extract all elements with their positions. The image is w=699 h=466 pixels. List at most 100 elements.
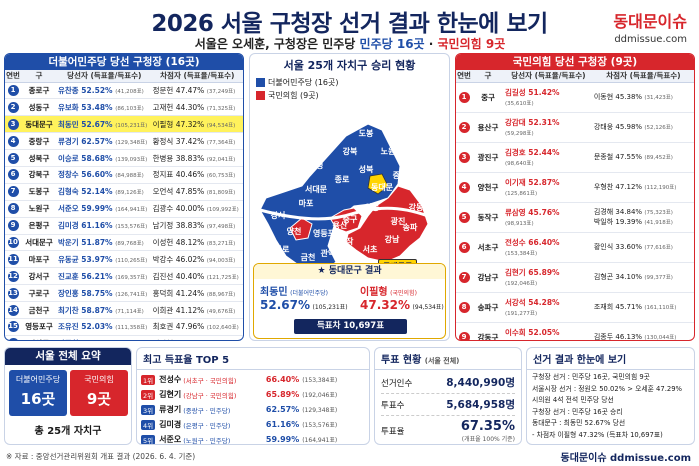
winner-votes: (169,357표) bbox=[115, 274, 148, 281]
ppp-region-west bbox=[289, 217, 313, 241]
ddm-runner-pct: 47.32% bbox=[360, 298, 410, 312]
runner-text: 황인식 33.60% bbox=[593, 243, 643, 251]
top5-name: 류경기 bbox=[159, 405, 182, 414]
row-gu: 동작구 bbox=[472, 202, 504, 233]
runner-votes: (121,725표) bbox=[206, 274, 239, 281]
turnout-value-wrap: 67.35% (개표율 100% 기준) bbox=[461, 419, 515, 444]
row-runner: 한병용 38.83% (92,041표) bbox=[151, 149, 243, 167]
dem-table-body: 1 종로구 유찬종 52.52% (41,208표) 정문헌 47.47% (37,2… bbox=[5, 82, 243, 340]
ddm-runner: 이필형 (국민의힘) 47.32% (94,534표) bbox=[360, 283, 445, 312]
row-number-badge: 8 bbox=[7, 203, 19, 215]
row-runner: 홍덕희 41.24% (88,967표) bbox=[151, 284, 243, 303]
glance-list: 구청장 선거 : 민주당 16곳, 국민의힘 9곳 서울시장 선거 : 정원오 5… bbox=[527, 370, 694, 444]
dem-panel: 더불어민주당 당선 구청장 (16곳) 연번 구 당선자 (득표율/득표수) 차… bbox=[4, 53, 244, 341]
row-gu: 성북구 bbox=[21, 149, 57, 167]
col-runner: 차점자 (득표율/득표수) bbox=[592, 70, 694, 83]
turnout-row: 투표수 5,684,958명 bbox=[381, 394, 515, 416]
col-gu: 구 bbox=[21, 70, 57, 83]
table-row: 5 동작구 류삼영 45.76% (98,913표) 김경해 34.84% (75,32… bbox=[456, 202, 694, 233]
row-number-badge: 3 bbox=[458, 151, 470, 163]
runner-text: 이남형 36.50% bbox=[153, 339, 205, 340]
row-gu: 금천구 bbox=[21, 301, 57, 319]
row-gu: 용산구 bbox=[472, 112, 504, 143]
runner-text: 홍덕희 41.24% bbox=[152, 288, 205, 298]
subtitle-dem: 민주당 16곳 bbox=[359, 37, 425, 51]
runner-votes: (52,126표) bbox=[644, 125, 673, 131]
map-label-ppp: 중구 bbox=[343, 215, 358, 224]
winner-text: 유동균 53.97% bbox=[58, 254, 113, 264]
runner-votes: (161,110표) bbox=[644, 305, 677, 311]
row-gu: 종로구 bbox=[21, 82, 57, 100]
legend-dem-swatch bbox=[256, 78, 265, 87]
winner-votes: (153,384표) bbox=[505, 251, 538, 257]
row-runner: 황인식 33.60% (77,616표) bbox=[592, 232, 694, 263]
runner-text: 우형찬 47.12% bbox=[593, 183, 643, 191]
map-label-dem: 강북 bbox=[343, 146, 358, 156]
glance-item: 동대문구 : 최동민 52.67% 당선 bbox=[532, 419, 626, 428]
row-number-badge: 5 bbox=[458, 211, 470, 223]
top5-pct: 62.57% bbox=[265, 405, 300, 414]
row-runner: 이남형 36.50% (94,791표) bbox=[151, 335, 243, 340]
table-row: 9 은평구 김미경 61.16% (153,576표) 남기정 38.83% (97,… bbox=[5, 217, 243, 235]
ddm-winner-name: 최동민 bbox=[260, 287, 288, 298]
glance-item: 서울시장 선거 : 정원오 50.02% > 오세훈 47.29% bbox=[532, 384, 682, 393]
runner-text: 이동현 45.38% bbox=[593, 93, 643, 101]
runner-votes: (71,325표) bbox=[206, 105, 236, 112]
table-row: 6 서초구 전성수 66.40% (153,384표) 황인식 33.60% (77,6… bbox=[456, 232, 694, 263]
map-label-dem: 금천 bbox=[301, 252, 316, 262]
top5-name: 김현기 bbox=[159, 390, 182, 399]
runner-text: 한병용 38.83% bbox=[152, 153, 205, 163]
runner-votes: (75,323표) bbox=[644, 210, 673, 216]
row-winner: 이승로 58.68% (139,093표) bbox=[57, 149, 152, 167]
map-label-ppp: 강동 bbox=[409, 202, 424, 212]
table-row: 1 중구 김길성 51.42% (35,610표) 이동현 45.38% (31,423… bbox=[456, 82, 694, 113]
row-runner: 남기정 38.83% (97,498표) bbox=[151, 217, 243, 235]
row-number-badge: 2 bbox=[7, 101, 19, 113]
row-gu: 노원구 bbox=[21, 200, 57, 218]
top5-rank: 3위 bbox=[141, 404, 156, 415]
row-gu: 도봉구 bbox=[21, 183, 57, 201]
map-label-dem: 종로 bbox=[335, 175, 350, 184]
map-label-dem: 노원 bbox=[381, 146, 396, 156]
winner-votes: (98,913표) bbox=[505, 221, 534, 227]
winner-text: 장인홍 58.75% bbox=[58, 288, 113, 298]
winner-text: 서준오 59.99% bbox=[58, 204, 113, 214]
winner-votes: (84,988표) bbox=[115, 173, 144, 180]
row-number-badge: 11 bbox=[7, 253, 19, 265]
table-row: 5 성북구 이승로 58.68% (139,093표) 한병용 38.83% (92,… bbox=[5, 149, 243, 167]
row-gu: 서초구 bbox=[472, 232, 504, 263]
top5-rank: 5위 bbox=[141, 434, 156, 445]
row-number: 6 bbox=[5, 166, 21, 184]
row-number: 7 bbox=[456, 262, 472, 293]
winner-votes: (153,576표) bbox=[115, 224, 148, 231]
top5-name: 전성수 bbox=[159, 375, 182, 384]
turnout-panel: 투표 현황 (서울 전체) 선거인수 8,440,990명 투표수 5,684,958… bbox=[374, 347, 522, 445]
top5-votes: (192,046표) bbox=[302, 392, 338, 399]
row-number: 2 bbox=[5, 98, 21, 117]
winner-votes: (192,046표) bbox=[505, 281, 538, 287]
row-winner: 유찬종 52.52% (41,208표) bbox=[57, 82, 152, 100]
table-row: 4 양천구 이기재 52.87% (125,861표) 우형찬 47.12% (112,… bbox=[456, 172, 694, 203]
row-winner: 전성수 66.40% (153,384표) bbox=[504, 232, 593, 263]
row-number: 8 bbox=[5, 200, 21, 218]
row-gu: 서대문구 bbox=[21, 234, 57, 252]
turnout-list: 선거인수 8,440,990명 투표수 5,684,958명 투표율 67.35% (개표율… bbox=[375, 370, 521, 444]
ddm-runner-name: 이필형 bbox=[360, 287, 388, 298]
row-winner: 유보화 53.48% (86,103표) bbox=[57, 98, 152, 117]
map-label-dem: 중랑 bbox=[393, 170, 408, 180]
map-label-dem: 은평 bbox=[309, 160, 324, 170]
runner-text: 최호권 47.96% bbox=[152, 322, 205, 332]
summary-ppp-box: 국민의힘 9곳 bbox=[70, 370, 128, 416]
table-row: 11 마포구 유동균 53.97% (110,265표) 박강수 46.02% (94… bbox=[5, 250, 243, 269]
row-gu: 마포구 bbox=[21, 250, 57, 269]
map-title: 서울 25개 자치구 승리 현황 bbox=[283, 59, 416, 72]
winner-text: 정창수 56.60% bbox=[58, 170, 113, 180]
winner-text: 최기찬 58.87% bbox=[58, 305, 113, 315]
dem-table: 연번 구 당선자 (득표율/득표수) 차점자 (득표율/득표수) 1 종로구 유찬종… bbox=[5, 70, 243, 340]
top5-rank: 4위 bbox=[141, 419, 156, 430]
runner-votes: (97,498표) bbox=[206, 224, 236, 231]
row-winner: 유동균 53.97% (110,265표) bbox=[57, 250, 152, 269]
runner-votes: (99,377표) bbox=[644, 275, 673, 281]
table-row: 3 광진구 김경호 52.44% (98,640표) 문종철 47.55% (89,45… bbox=[456, 142, 694, 173]
